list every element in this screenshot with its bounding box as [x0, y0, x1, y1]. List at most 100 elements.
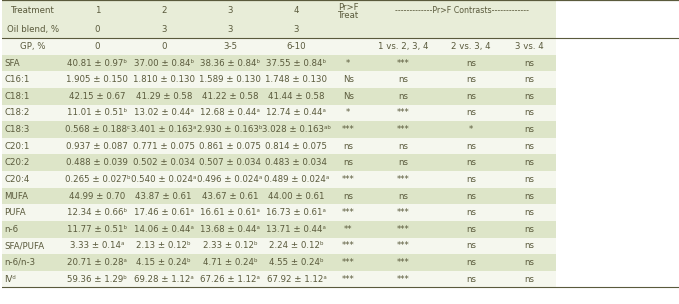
Text: 2: 2 [161, 6, 166, 15]
Text: 43.67 ± 0.61: 43.67 ± 0.61 [202, 192, 258, 201]
Bar [130, 171, 197, 188]
Bar [263, 71, 329, 88]
Bar [2, 271, 64, 287]
Bar [197, 204, 263, 221]
Text: Oil blend, %: Oil blend, % [7, 26, 59, 34]
Bar [329, 254, 367, 271]
Text: ns: ns [466, 208, 476, 217]
Bar [502, 221, 556, 237]
Text: 14.06 ± 0.44ᵃ: 14.06 ± 0.44ᵃ [134, 225, 194, 234]
Text: 13.68 ± 0.44ᵃ: 13.68 ± 0.44ᵃ [200, 225, 260, 234]
Bar [130, 271, 197, 287]
Bar [130, 0, 197, 22]
Text: 0.507 ± 0.034: 0.507 ± 0.034 [199, 158, 261, 167]
Bar [440, 237, 502, 254]
Bar [329, 171, 367, 188]
Bar [197, 55, 263, 71]
Bar [197, 88, 263, 105]
Text: ns: ns [399, 158, 408, 167]
Bar [502, 254, 556, 271]
Text: 1 vs. 2, 3, 4: 1 vs. 2, 3, 4 [378, 42, 428, 51]
Text: GP, %: GP, % [20, 42, 45, 51]
Text: 3.401 ± 0.163ᵃ: 3.401 ± 0.163ᵃ [131, 125, 196, 134]
Bar [2, 221, 64, 237]
Bar [197, 38, 263, 55]
Bar [197, 105, 263, 121]
Bar [263, 38, 329, 55]
Bar [263, 154, 329, 171]
Text: C18:2: C18:2 [5, 109, 30, 117]
Bar [502, 22, 556, 38]
Bar [329, 88, 367, 105]
Text: 12.34 ± 0.66ᵇ: 12.34 ± 0.66ᵇ [67, 208, 128, 217]
Text: ***: *** [397, 175, 410, 184]
Text: ns: ns [466, 142, 476, 151]
Bar [130, 22, 197, 38]
Text: ns: ns [524, 59, 534, 67]
Bar [329, 221, 367, 237]
Bar [64, 204, 130, 221]
Bar [367, 171, 440, 188]
Bar [263, 171, 329, 188]
Bar [130, 221, 197, 237]
Text: ns: ns [524, 241, 534, 250]
Bar [64, 88, 130, 105]
Bar [2, 171, 64, 188]
Text: 2.930 ± 0.163ᵇ: 2.930 ± 0.163ᵇ [198, 125, 263, 134]
Bar [263, 188, 329, 204]
Text: MUFA: MUFA [5, 192, 29, 201]
Text: ns: ns [524, 75, 534, 84]
Text: *: * [346, 109, 350, 117]
Bar [367, 88, 440, 105]
Text: ***: *** [397, 208, 410, 217]
Bar [2, 121, 64, 138]
Text: 4.71 ± 0.24ᵇ: 4.71 ± 0.24ᵇ [203, 258, 257, 267]
Text: 0: 0 [94, 26, 100, 34]
Bar [502, 121, 556, 138]
Text: C20:1: C20:1 [5, 142, 30, 151]
Text: 12.74 ± 0.44ᵃ: 12.74 ± 0.44ᵃ [266, 109, 327, 117]
Bar [263, 271, 329, 287]
Bar [367, 0, 440, 22]
Text: 3-5: 3-5 [223, 42, 237, 51]
Text: ns: ns [524, 92, 534, 101]
Bar [440, 154, 502, 171]
Text: 3: 3 [161, 26, 166, 34]
Bar [263, 121, 329, 138]
Text: 42.15 ± 0.67: 42.15 ± 0.67 [69, 92, 126, 101]
Bar [367, 221, 440, 237]
Bar [197, 254, 263, 271]
Text: C20:4: C20:4 [5, 175, 30, 184]
Text: ns: ns [524, 192, 534, 201]
Bar [440, 38, 502, 55]
Text: 13.71 ± 0.44ᵃ: 13.71 ± 0.44ᵃ [266, 225, 327, 234]
Text: ns: ns [399, 192, 408, 201]
Bar [329, 22, 367, 38]
Text: 2 vs. 3, 4: 2 vs. 3, 4 [452, 42, 491, 51]
Text: Treatment: Treatment [11, 6, 55, 15]
Text: 41.22 ± 0.58: 41.22 ± 0.58 [202, 92, 258, 101]
Bar [440, 22, 502, 38]
Text: 0.496 ± 0.024ᵃ: 0.496 ± 0.024ᵃ [198, 175, 263, 184]
Text: 11.77 ± 0.51ᵇ: 11.77 ± 0.51ᵇ [67, 225, 128, 234]
Text: ns: ns [343, 142, 353, 151]
Bar [2, 0, 64, 22]
Text: 4.55 ± 0.24ᵇ: 4.55 ± 0.24ᵇ [269, 258, 324, 267]
Bar [367, 55, 440, 71]
Text: 1: 1 [94, 6, 100, 15]
Text: C20:2: C20:2 [5, 158, 30, 167]
Bar [367, 121, 440, 138]
Text: 0.502 ± 0.034: 0.502 ± 0.034 [132, 158, 195, 167]
Text: ns: ns [466, 192, 476, 201]
Bar [64, 38, 130, 55]
Bar [2, 138, 64, 154]
Bar [502, 271, 556, 287]
Bar [440, 188, 502, 204]
Bar [64, 71, 130, 88]
Text: ns: ns [343, 192, 353, 201]
Bar [2, 88, 64, 105]
Bar [329, 105, 367, 121]
Bar [329, 138, 367, 154]
Bar [263, 204, 329, 221]
Bar [2, 38, 64, 55]
